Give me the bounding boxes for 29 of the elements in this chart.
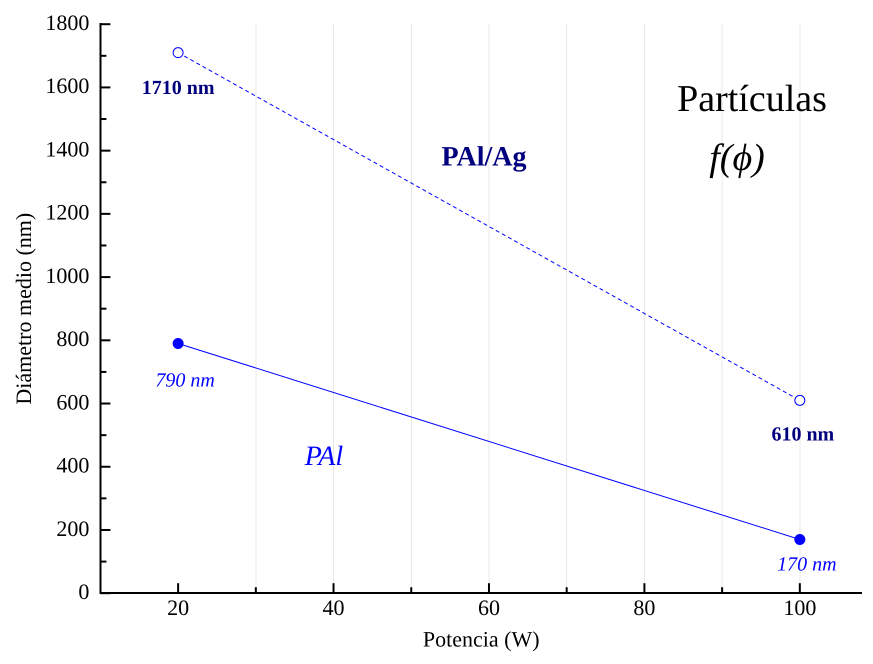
x-tick-label: 20 bbox=[167, 595, 190, 620]
point bbox=[172, 47, 184, 58]
annotation: Partículas bbox=[677, 78, 827, 120]
y-tick-label: 0 bbox=[78, 578, 90, 604]
y-tick-label: 400 bbox=[56, 452, 90, 478]
data-label: 1710 nm bbox=[142, 76, 215, 99]
series-label: PAl/Ag bbox=[441, 142, 526, 173]
x-tick-label: 40 bbox=[322, 595, 345, 620]
data-label: 790 nm bbox=[155, 370, 215, 392]
x-tick-label: 80 bbox=[633, 595, 656, 620]
y-axis-title: Diámetro medio (nm) bbox=[10, 212, 36, 405]
y-tick-label: 1400 bbox=[45, 136, 90, 162]
annotation: f(ϕ) bbox=[709, 137, 765, 180]
x-tick-label: 100 bbox=[783, 595, 816, 620]
y-tick-label: 600 bbox=[56, 389, 90, 414]
y-tick-label: 800 bbox=[56, 326, 90, 352]
x-axis-title: Potencia (W) bbox=[422, 626, 540, 652]
data-label: 610 nm bbox=[771, 424, 835, 446]
y-tick-label: 1800 bbox=[45, 10, 90, 35]
point bbox=[172, 338, 184, 349]
y-tick-label: 1200 bbox=[45, 200, 90, 225]
series-label: PAl bbox=[304, 440, 344, 472]
y-tick-label: 200 bbox=[56, 516, 90, 541]
y-tick-label: 1000 bbox=[45, 262, 90, 288]
x-tick-label: 60 bbox=[478, 595, 500, 620]
data-label: 170 nm bbox=[777, 554, 837, 576]
point bbox=[794, 394, 806, 406]
y-tick-label: 1600 bbox=[45, 73, 90, 98]
point bbox=[794, 534, 806, 545]
